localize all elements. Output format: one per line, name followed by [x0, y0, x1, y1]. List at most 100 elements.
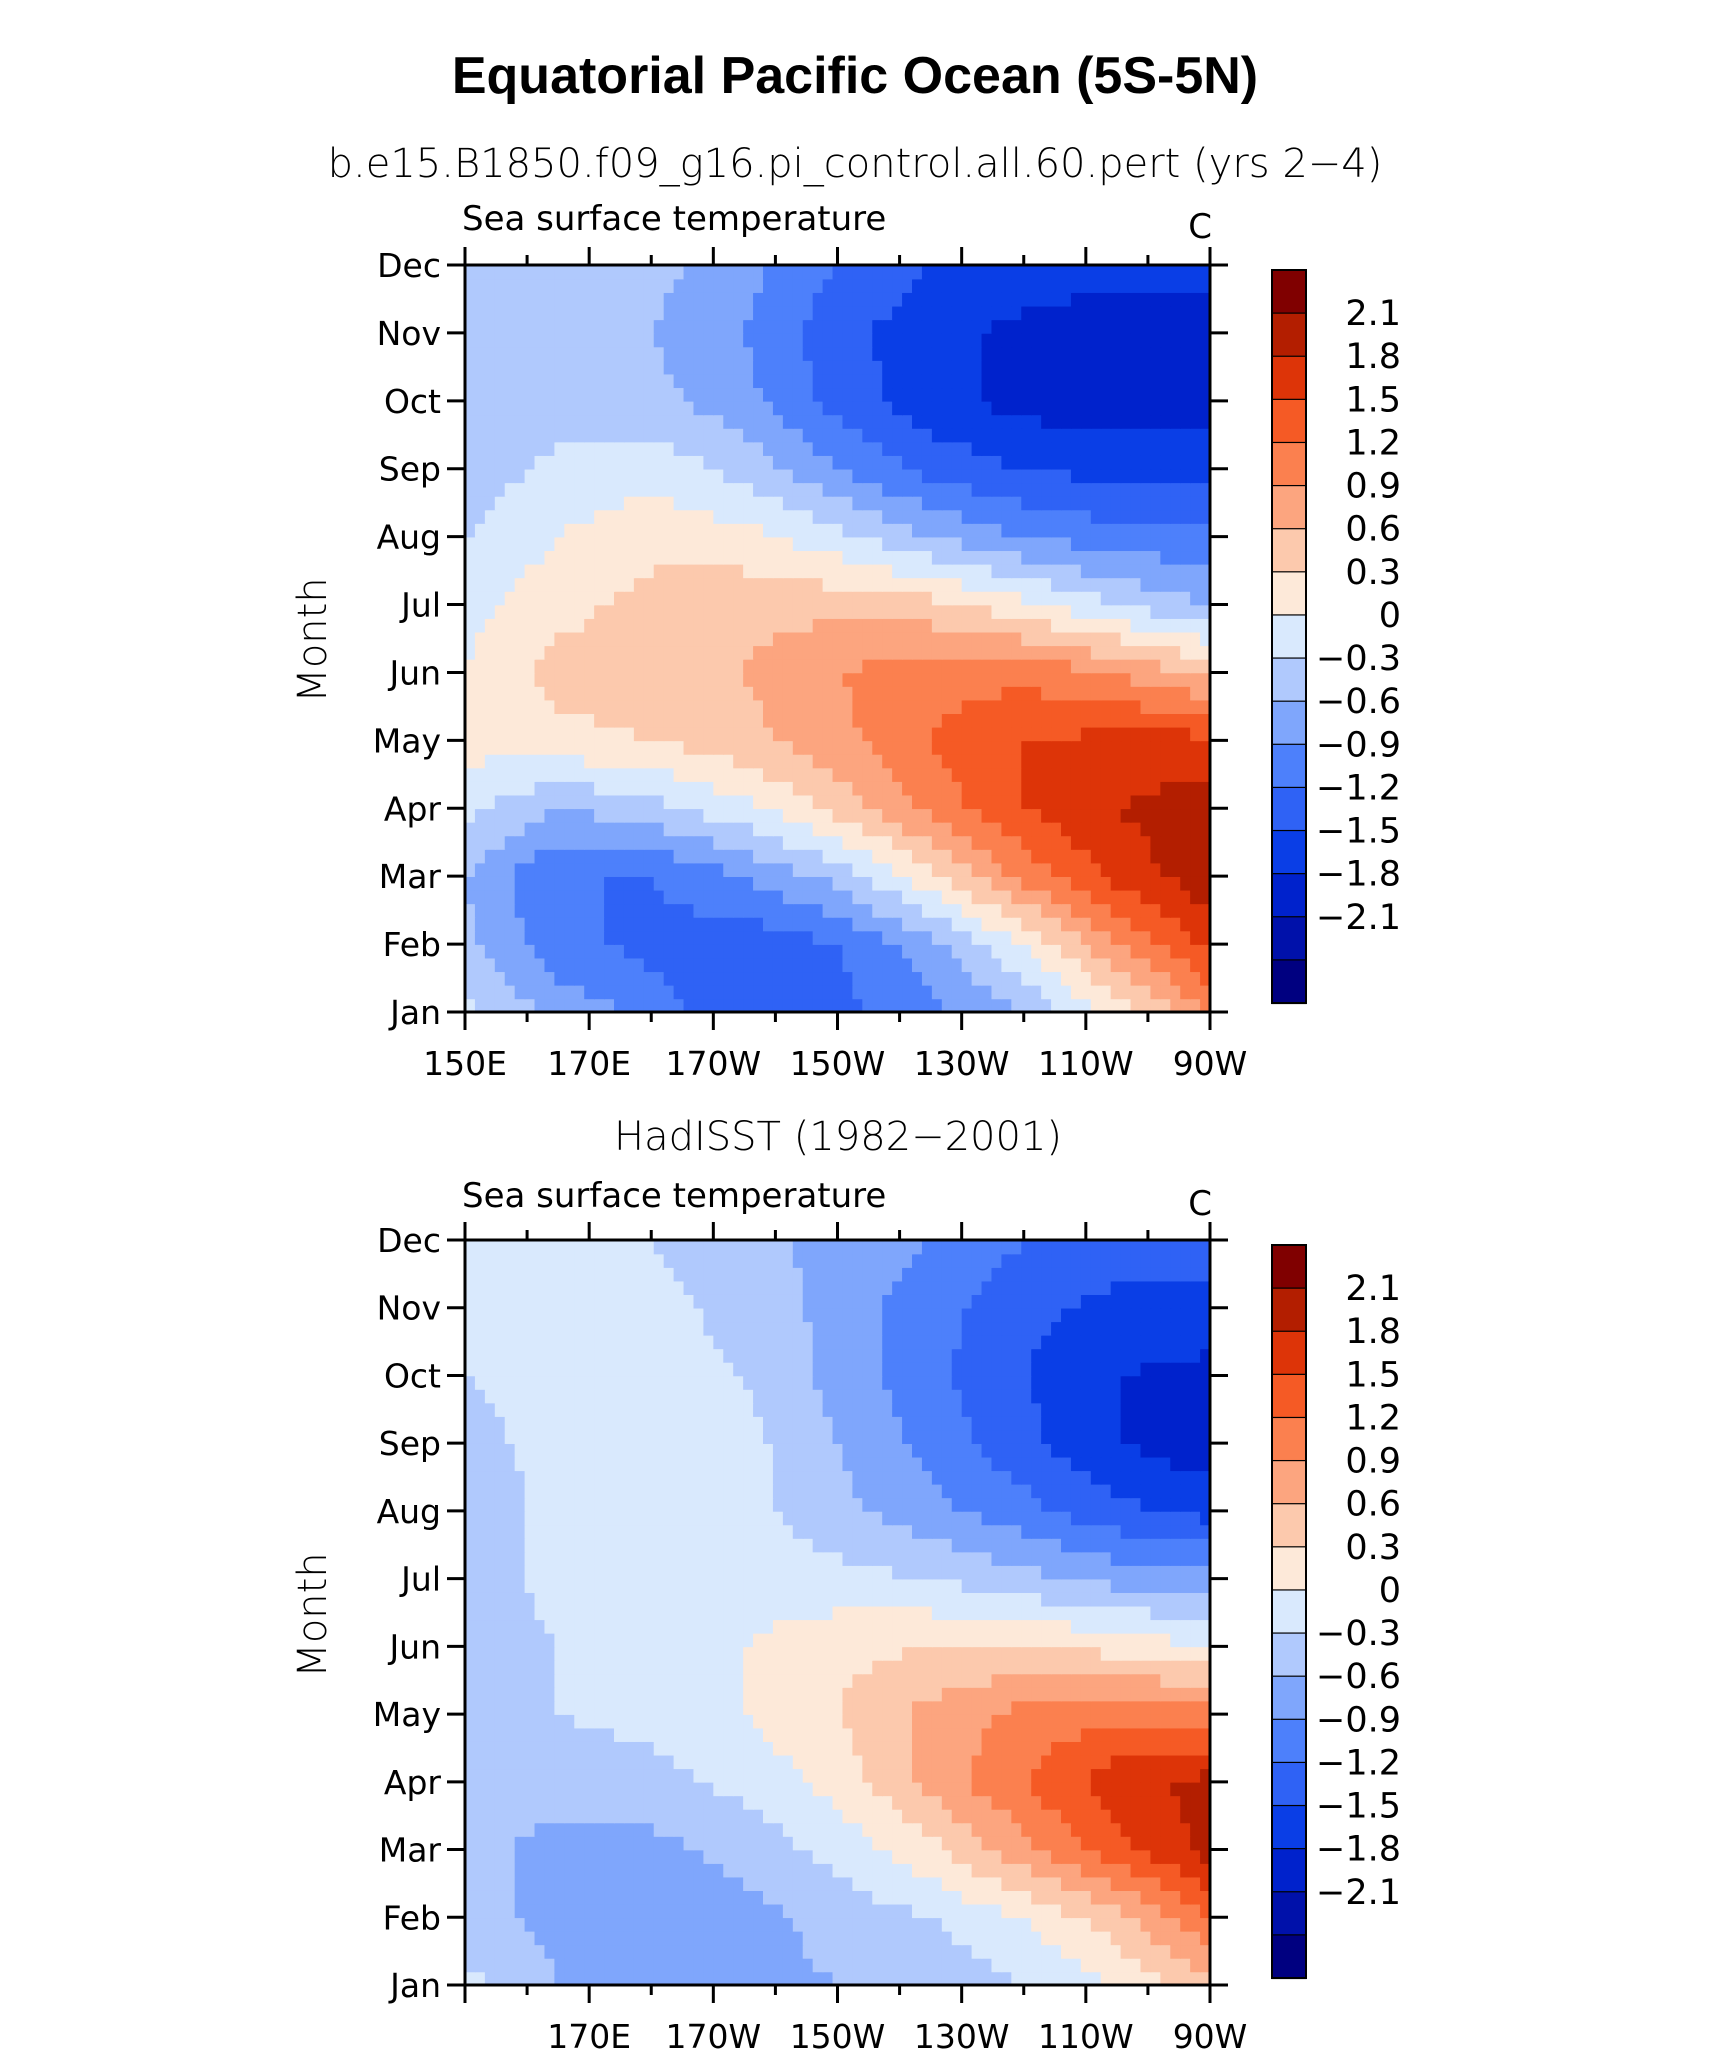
- contour-cell: [1170, 672, 1181, 687]
- contour-cell: [1160, 971, 1172, 986]
- contour-cell: [604, 876, 615, 891]
- contour-cell: [1021, 781, 1032, 796]
- contour-cell: [1080, 699, 1092, 714]
- contour-cell: [981, 781, 993, 796]
- contour-cell: [474, 455, 486, 470]
- y-tick-label: Jul: [399, 586, 441, 625]
- contour-cell: [1140, 346, 1152, 361]
- contour-cell: [822, 387, 834, 402]
- contour-cell: [1200, 971, 1210, 986]
- contour-cell: [693, 1917, 705, 1932]
- contour-cell: [1061, 618, 1072, 633]
- contour-cell: [1140, 658, 1152, 674]
- contour-cell: [782, 889, 794, 905]
- contour-cell: [772, 1957, 784, 1973]
- contour-cell: [882, 672, 893, 687]
- contour-cell: [1130, 699, 1142, 714]
- contour-cell: [514, 781, 526, 796]
- contour-cell: [713, 903, 725, 918]
- contour-cell: [594, 346, 605, 361]
- contour-cell: [683, 590, 695, 606]
- contour-cell: [822, 400, 834, 416]
- contour-cell: [812, 1863, 824, 1878]
- contour-cell: [564, 618, 576, 633]
- contour-cell: [564, 265, 576, 280]
- contour-cell: [713, 740, 725, 755]
- contour-cell: [514, 536, 526, 552]
- contour-cell: [1021, 265, 1032, 280]
- contour-cell: [862, 1890, 874, 1905]
- contour-cell: [713, 387, 725, 402]
- contour-cell: [733, 781, 744, 796]
- contour-cell: [902, 1863, 913, 1878]
- contour-cell: [1070, 699, 1082, 714]
- contour-cell: [892, 523, 903, 538]
- contour-cell: [1011, 387, 1023, 402]
- contour-cell: [792, 468, 804, 484]
- contour-cell: [951, 495, 963, 511]
- contour-cell: [1120, 672, 1132, 687]
- contour-cell: [683, 319, 695, 334]
- contour-cell: [703, 346, 715, 361]
- contour-cell: [1150, 604, 1162, 619]
- contour-cell: [1200, 767, 1210, 782]
- contour-cell: [663, 631, 675, 647]
- contour-cell: [792, 984, 804, 1000]
- contour-cell: [753, 495, 764, 511]
- contour-cell: [912, 292, 923, 307]
- contour-cell: [1090, 944, 1102, 959]
- contour-cell: [1080, 1930, 1092, 1946]
- contour-cell: [822, 686, 834, 701]
- contour-cell: [1150, 468, 1162, 484]
- contour-cell: [584, 767, 595, 782]
- contour-cell: [872, 1876, 883, 1891]
- contour-cell: [872, 482, 883, 497]
- contour-cell: [484, 346, 496, 361]
- contour-cell: [604, 604, 615, 619]
- contour-cell: [872, 319, 883, 334]
- contour-cell: [465, 1849, 476, 1864]
- contour-cell: [663, 278, 675, 293]
- contour-cell: [981, 590, 993, 606]
- contour-cell: [633, 482, 645, 497]
- contour-cell: [713, 346, 725, 361]
- contour-cell: [921, 387, 933, 402]
- contour-cell: [822, 658, 834, 674]
- contour-cell: [961, 957, 973, 973]
- contour-cell: [1120, 387, 1132, 402]
- contour-cell: [574, 360, 585, 375]
- contour-cell: [882, 1957, 893, 1973]
- contour-cell: [842, 808, 854, 823]
- contour-cell: [961, 523, 973, 538]
- contour-cell: [1100, 305, 1112, 321]
- contour-cell: [1090, 455, 1102, 470]
- contour-cell: [653, 808, 665, 823]
- contour-cell: [852, 794, 864, 810]
- contour-cell: [1001, 984, 1013, 1000]
- contour-cell: [743, 1971, 754, 1985]
- contour-cell: [1170, 1876, 1181, 1891]
- contour-cell: [902, 686, 913, 701]
- contour-cell: [842, 862, 854, 877]
- contour-cell: [723, 821, 734, 837]
- contour-cell: [604, 550, 615, 565]
- contour-cell: [1170, 427, 1181, 443]
- contour-cell: [812, 360, 824, 375]
- contour-cell: [643, 876, 655, 891]
- contour-cell: [1170, 577, 1181, 592]
- contour-cell: [1170, 1971, 1181, 1985]
- contour-cell: [1190, 916, 1201, 932]
- contour-cell: [852, 346, 864, 361]
- contour-cell: [663, 971, 675, 986]
- contour-cell: [921, 984, 933, 1000]
- contour-cell: [693, 577, 705, 592]
- contour-cell: [782, 1917, 794, 1932]
- contour-cell: [693, 441, 705, 456]
- contour-cell: [931, 1971, 943, 1985]
- contour-cell: [1190, 971, 1201, 986]
- contour-cell: [743, 360, 754, 375]
- contour-cell: [892, 767, 903, 782]
- contour-cell: [1070, 1957, 1082, 1973]
- contour-cell: [892, 1876, 903, 1891]
- contour-cell: [633, 740, 645, 755]
